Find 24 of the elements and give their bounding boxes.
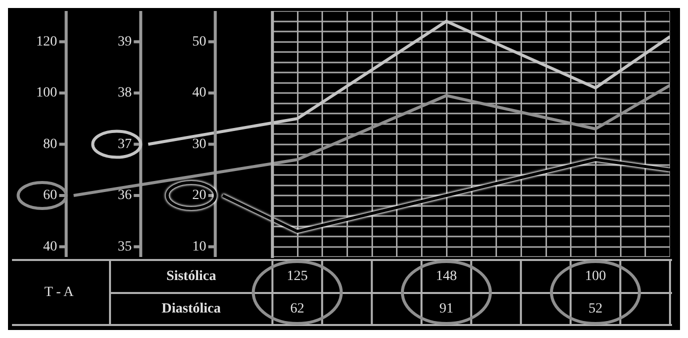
text: Sistólica <box>166 269 216 284</box>
text: 91 <box>439 302 454 316</box>
y2-tick-label: 35 <box>118 239 132 254</box>
y-tick-label: 40 <box>43 239 58 254</box>
y3-tick-label: 40 <box>192 86 206 100</box>
text: T - A <box>44 285 75 300</box>
y2-tick-label: 36 <box>118 188 132 203</box>
y2-tick-label: 38 <box>118 86 132 100</box>
text: 100 <box>584 269 606 284</box>
y3-tick-label: 20 <box>192 188 206 203</box>
y3-tick-label: 30 <box>192 136 206 152</box>
y3-tick-label: 50 <box>192 34 206 50</box>
text: Diastólica <box>162 302 221 316</box>
y-tick-label: 60 <box>43 188 58 203</box>
text: 62 <box>290 302 304 316</box>
text: 125 <box>286 269 308 284</box>
y2-tick-label: 39 <box>118 34 132 50</box>
text: 52 <box>588 302 602 316</box>
y-tick-label: 100 <box>36 86 58 100</box>
y-tick-label: 80 <box>43 136 58 152</box>
y-tick-label: 120 <box>36 34 58 50</box>
y2-tick-label: 37 <box>118 136 132 152</box>
text: 148 <box>436 269 457 284</box>
y3-tick-label: 10 <box>192 239 206 254</box>
